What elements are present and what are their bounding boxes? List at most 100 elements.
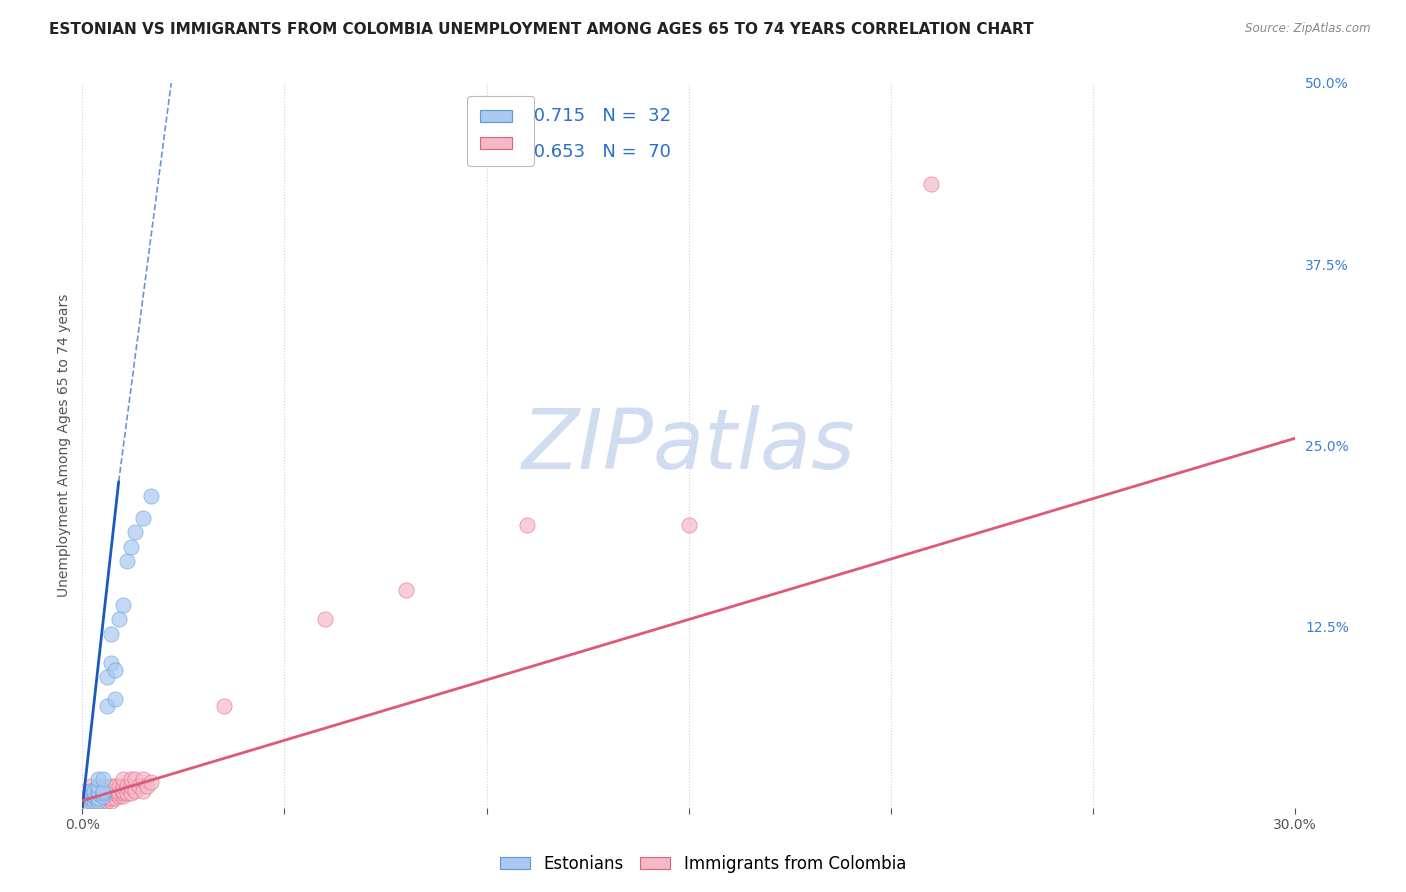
Point [136, 779, 159, 793]
Point [96, 794, 118, 808]
Point [79, 787, 101, 801]
Point [91, 798, 114, 813]
Point [79, 783, 101, 797]
Point [91, 783, 114, 797]
Point [107, 787, 129, 801]
Point [91, 779, 114, 793]
Point [91, 794, 114, 808]
Point [100, 794, 122, 808]
Point [314, 612, 336, 626]
Point [83, 798, 105, 813]
Text: R =  0.715   N =  32: R = 0.715 N = 32 [489, 106, 671, 125]
Point [100, 790, 122, 805]
Point [91, 783, 114, 797]
Point [87, 794, 110, 808]
Point [104, 692, 127, 706]
Point [132, 511, 155, 525]
Point [111, 598, 134, 612]
Text: Source: ZipAtlas.com: Source: ZipAtlas.com [1246, 22, 1371, 36]
Point [83, 783, 105, 797]
Point [120, 779, 142, 793]
Point [107, 779, 129, 793]
Point [100, 787, 122, 801]
Point [79, 790, 101, 805]
Point [96, 783, 118, 797]
Point [79, 794, 101, 808]
Legend: Estonians, Immigrants from Colombia: Estonians, Immigrants from Colombia [494, 848, 912, 880]
Point [124, 525, 146, 540]
Point [96, 671, 118, 685]
Point [87, 794, 110, 808]
Point [96, 789, 118, 804]
Legend: , : , [467, 95, 534, 166]
Point [132, 772, 155, 786]
Point [91, 787, 114, 801]
Point [83, 787, 105, 801]
Point [120, 787, 142, 801]
Point [107, 612, 129, 626]
Point [104, 783, 127, 797]
Point [96, 699, 118, 714]
Point [83, 794, 105, 808]
Point [104, 663, 127, 677]
Point [91, 787, 114, 801]
Point [132, 783, 155, 797]
Point [111, 783, 134, 797]
Point [79, 798, 101, 813]
Point [212, 699, 235, 714]
Point [128, 779, 150, 793]
Point [124, 783, 146, 797]
Point [87, 790, 110, 805]
Point [516, 518, 538, 533]
Point [87, 797, 110, 811]
Point [91, 797, 114, 811]
Point [100, 783, 122, 797]
Point [91, 790, 114, 805]
Point [124, 772, 146, 786]
Point [120, 540, 142, 554]
Point [104, 779, 127, 793]
Point [111, 789, 134, 804]
Y-axis label: Unemployment Among Ages 65 to 74 years: Unemployment Among Ages 65 to 74 years [58, 293, 72, 597]
Point [83, 790, 105, 805]
Point [91, 789, 114, 804]
Point [104, 790, 127, 805]
Point [104, 787, 127, 801]
Point [79, 789, 101, 804]
Point [139, 489, 162, 503]
Point [115, 779, 138, 793]
Point [79, 783, 101, 797]
Point [83, 794, 105, 808]
Point [87, 783, 110, 797]
Point [79, 787, 101, 801]
Point [83, 797, 105, 811]
Point [79, 797, 101, 811]
Point [100, 779, 122, 793]
Point [96, 787, 118, 801]
Text: R =  0.653   N =  70: R = 0.653 N = 70 [489, 143, 671, 161]
Point [87, 787, 110, 801]
Point [111, 772, 134, 786]
Point [920, 178, 942, 192]
Point [395, 583, 418, 598]
Point [87, 779, 110, 793]
Point [87, 772, 110, 786]
Point [115, 554, 138, 568]
Point [83, 783, 105, 797]
Point [96, 790, 118, 805]
Point [87, 790, 110, 805]
Point [83, 789, 105, 804]
Point [79, 794, 101, 808]
Point [79, 789, 101, 804]
Text: ESTONIAN VS IMMIGRANTS FROM COLOMBIA UNEMPLOYMENT AMONG AGES 65 TO 74 YEARS CORR: ESTONIAN VS IMMIGRANTS FROM COLOMBIA UNE… [49, 22, 1033, 37]
Point [79, 790, 101, 805]
Point [87, 783, 110, 797]
Point [678, 518, 700, 533]
Point [87, 779, 110, 793]
Point [139, 775, 162, 789]
Point [100, 656, 122, 670]
Point [83, 789, 105, 804]
Point [107, 789, 129, 804]
Point [111, 787, 134, 801]
Point [111, 779, 134, 793]
